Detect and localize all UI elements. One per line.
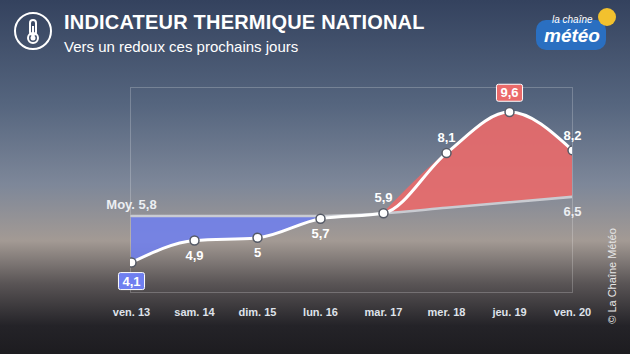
html-text:© La Chaîne Météo: © La Chaîne Météo <box>606 228 618 324</box>
svg-text:jeu. 19: jeu. 19 <box>491 306 526 318</box>
svg-text:mer. 18: mer. 18 <box>428 306 466 318</box>
svg-text:ven. 13: ven. 13 <box>113 306 150 318</box>
html-text:INDICATEUR THERMIQUE NATIONAL: INDICATEUR THERMIQUE NATIONAL <box>64 11 425 33</box>
svg-text:6,5: 6,5 <box>563 204 581 219</box>
svg-text:8,2: 8,2 <box>563 128 581 143</box>
svg-text:4,1: 4,1 <box>122 274 140 289</box>
svg-text:sam. 14: sam. 14 <box>174 306 215 318</box>
svg-text:5: 5 <box>254 245 261 260</box>
svg-text:8,1: 8,1 <box>437 130 455 145</box>
svg-text:4,9: 4,9 <box>185 248 203 263</box>
svg-text:lun. 16: lun. 16 <box>303 306 338 318</box>
svg-text:9,6: 9,6 <box>500 85 518 100</box>
html-text:météo: météo <box>544 25 600 46</box>
svg-text:5,7: 5,7 <box>311 226 329 241</box>
html-text:la chaîne: la chaîne <box>552 14 593 25</box>
svg-text:ven. 20: ven. 20 <box>554 306 591 318</box>
svg-text:5,9: 5,9 <box>374 190 392 205</box>
svg-text:Moy. 5,8: Moy. 5,8 <box>106 197 156 212</box>
svg-text:dim. 15: dim. 15 <box>239 306 277 318</box>
svg-text:mar. 17: mar. 17 <box>365 306 403 318</box>
html-text:Vers un redoux ces prochains j: Vers un redoux ces prochains jours <box>64 38 299 55</box>
